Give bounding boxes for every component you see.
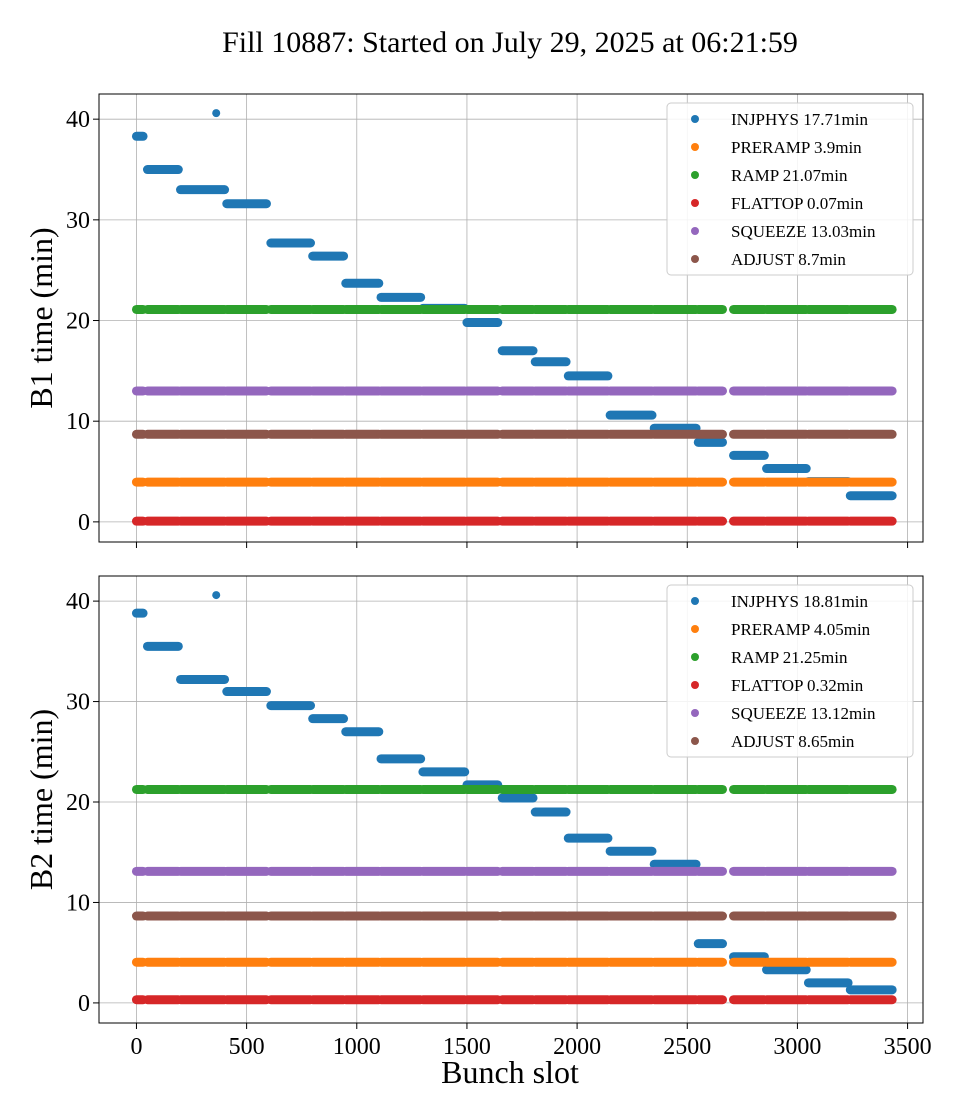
legend-label: ADJUST 8.7min: [731, 250, 846, 269]
y-tick-label: 10: [66, 409, 90, 435]
legend-label: FLATTOP 0.07min: [731, 194, 864, 213]
legend-label: ADJUST 8.65min: [731, 732, 855, 751]
legend-label: SQUEEZE 13.03min: [731, 222, 876, 241]
y-tick-label: 40: [66, 107, 90, 133]
chart-title: Fill 10887: Started on July 29, 2025 at …: [222, 26, 798, 59]
legend-marker: [691, 653, 699, 661]
y-tick-label: 30: [66, 208, 90, 234]
axes-frame: [98, 575, 924, 1024]
legend-label: SQUEEZE 13.12min: [731, 704, 876, 723]
panel-b2: 0 500 1000 1500 2000 2500 3000 3500 0 10 20 30 40 B2 …: [23, 575, 932, 1060]
x-tick-label: 1000: [333, 1034, 381, 1060]
x-tick-label: 3500: [884, 1034, 932, 1060]
panel-b1: 0 10 20 30 40 B1 time (min) INJPHYS 17.71min PR…: [23, 93, 924, 548]
legend-marker: [691, 709, 699, 717]
legend-marker: [691, 227, 699, 235]
legend-marker: [691, 115, 699, 123]
legend-label: PRERAMP 4.05min: [731, 620, 871, 639]
legend-marker: [691, 625, 699, 633]
y-tick-label: 30: [66, 690, 90, 716]
x-axis-title: Bunch slot: [441, 1054, 579, 1090]
x-tick-label: 500: [229, 1034, 265, 1060]
series-injphys: [131, 591, 897, 995]
legend-label: INJPHYS 18.81min: [731, 592, 868, 611]
legend-marker: [691, 143, 699, 151]
x-tick-label: 2500: [663, 1034, 711, 1060]
legend-label: RAMP 21.07min: [731, 166, 848, 185]
legend-marker: [691, 597, 699, 605]
legend-label: PRERAMP 3.9min: [731, 138, 862, 157]
y-tick-label: 20: [66, 309, 90, 335]
legend-label: RAMP 21.25min: [731, 648, 848, 667]
legend: INJPHYS 17.71min PRERAMP 3.9min RAMP 21.07…: [666, 102, 914, 276]
y-axis-title: B1 time (min): [23, 227, 59, 408]
legend-marker: [691, 171, 699, 179]
y-axis-title: B2 time (min): [23, 709, 59, 890]
x-tick-label: 1500: [443, 1034, 491, 1060]
legend-marker: [691, 681, 699, 689]
legend-box: [666, 584, 914, 758]
y-tick-label: 40: [66, 589, 90, 615]
legend-marker: [691, 737, 699, 745]
legend-box: [666, 102, 914, 276]
x-tick-label: 2000: [553, 1034, 601, 1060]
legend-marker: [691, 199, 699, 207]
legend-label: FLATTOP 0.32min: [731, 676, 864, 695]
data-point: [212, 109, 221, 118]
x-tick-label: 0: [130, 1034, 142, 1060]
x-tick-label: 3000: [773, 1034, 821, 1060]
legend-label: INJPHYS 17.71min: [731, 110, 868, 129]
y-tick-label: 10: [66, 890, 90, 916]
y-tick-label: 0: [78, 510, 90, 536]
axes-frame: [98, 93, 924, 543]
y-tick-label: 0: [78, 991, 90, 1017]
data-point: [212, 591, 221, 600]
y-tick-label: 20: [66, 790, 90, 816]
legend-marker: [691, 255, 699, 263]
legend: INJPHYS 18.81min PRERAMP 4.05min RAMP 21.2…: [666, 584, 914, 758]
